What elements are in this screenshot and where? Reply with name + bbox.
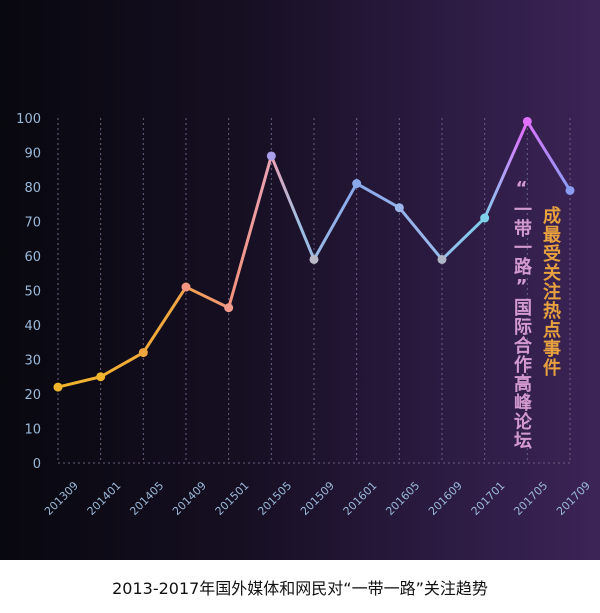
data-point-201405 <box>138 348 148 358</box>
y-tick-labels: 0 10 20 30 40 50 60 70 80 90 100 <box>16 112 41 472</box>
annotation-event-name: “一带一路”国际合作高峰论坛 <box>511 178 532 450</box>
x-tick-label-201409: 201409 <box>170 479 209 518</box>
x-tick-label-201601: 201601 <box>341 479 380 518</box>
data-point-201705 <box>522 116 532 126</box>
x-tick-label-201605: 201605 <box>383 479 422 518</box>
x-tick-labels: 201309 201401 201405 201409 201501 201505 2015… <box>42 479 593 518</box>
y-tick-label-70: 70 <box>24 216 41 231</box>
x-tick-label-201309: 201309 <box>42 479 81 518</box>
chart-caption: 2013-2017年国外媒体和网民对“一带一路”关注趋势 <box>0 560 600 613</box>
y-tick-label-40: 40 <box>24 319 41 334</box>
x-tick-label-201401: 201401 <box>85 479 124 518</box>
data-point-201309 <box>53 382 63 392</box>
y-tick-label-50: 50 <box>24 285 41 300</box>
data-point-201501 <box>224 303 234 313</box>
data-point-201505 <box>266 151 276 161</box>
data-point-201601 <box>352 179 362 189</box>
x-tick-label-201505: 201505 <box>255 479 294 518</box>
x-tick-label-201609: 201609 <box>426 479 465 518</box>
annotation-event-note: 成最受关注热点事件 <box>540 206 561 377</box>
y-tick-label-60: 60 <box>24 250 41 265</box>
y-tick-label-80: 80 <box>24 181 41 196</box>
data-points <box>53 116 575 392</box>
axes <box>57 118 570 464</box>
data-point-201701 <box>480 213 490 223</box>
gridlines <box>57 118 571 463</box>
y-tick-label-30: 30 <box>24 354 41 369</box>
data-point-201509 <box>309 254 319 264</box>
y-tick-label-100: 100 <box>16 112 41 127</box>
data-point-201709 <box>565 185 575 195</box>
y-tick-label-90: 90 <box>24 147 41 162</box>
x-tick-label-201405: 201405 <box>127 479 166 518</box>
x-tick-label-201701: 201701 <box>469 479 508 518</box>
y-tick-label-20: 20 <box>24 388 41 403</box>
data-point-201609 <box>437 254 447 264</box>
data-point-201409 <box>181 282 191 292</box>
x-tick-label-201705: 201705 <box>511 479 550 518</box>
x-tick-label-201509: 201509 <box>298 479 337 518</box>
x-tick-label-201709: 201709 <box>554 479 593 518</box>
data-point-201605 <box>394 203 404 213</box>
data-point-201401 <box>96 372 106 382</box>
y-tick-label-10: 10 <box>24 423 41 438</box>
x-tick-label-201501: 201501 <box>213 479 252 518</box>
y-tick-label-0: 0 <box>33 457 41 472</box>
